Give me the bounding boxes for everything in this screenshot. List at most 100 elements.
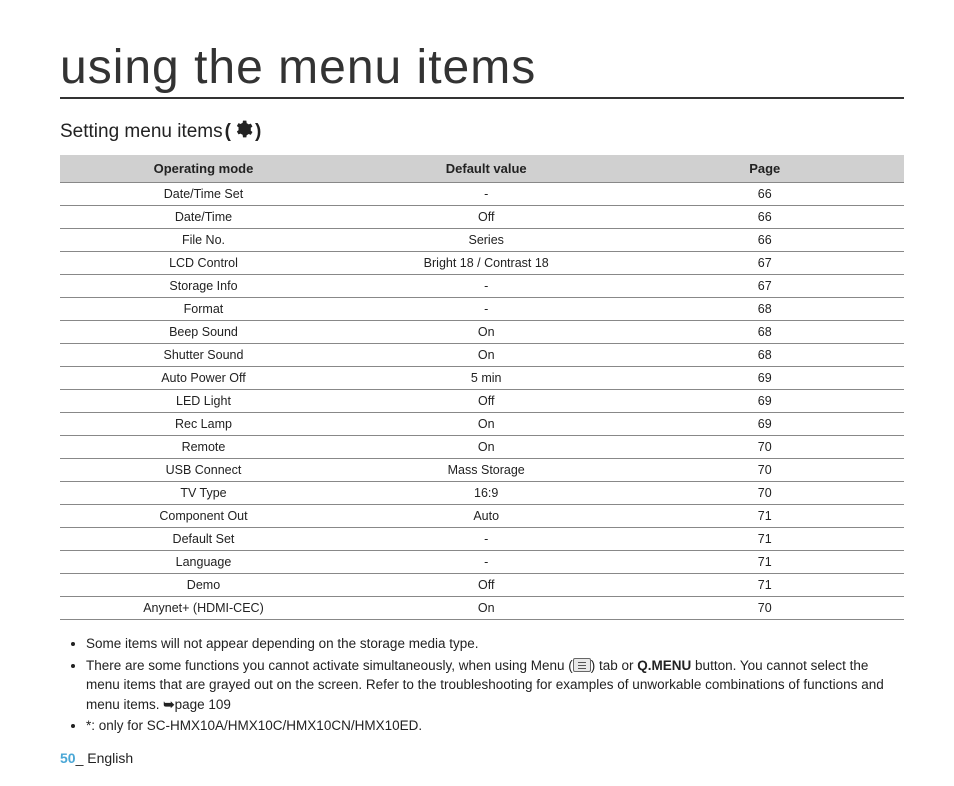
table-header-row: Operating mode Default value Page <box>60 155 904 183</box>
cell-operating-mode: USB Connect <box>60 459 347 482</box>
menu-tab-icon <box>573 658 591 672</box>
cell-operating-mode: Date/Time <box>60 206 347 229</box>
note-text: There are some functions you cannot acti… <box>86 658 573 673</box>
table-row: Date/Time Set-66 <box>60 183 904 206</box>
cell-operating-mode: Anynet+ (HDMI-CEC) <box>60 597 347 620</box>
note-page-ref: page 109 <box>175 697 231 712</box>
paren-open: ( <box>225 121 231 143</box>
table-row: USB ConnectMass Storage70 <box>60 459 904 482</box>
cell-default-value: On <box>347 321 626 344</box>
cell-page: 70 <box>625 436 904 459</box>
cell-default-value: On <box>347 344 626 367</box>
table-row: RemoteOn70 <box>60 436 904 459</box>
cell-page: 66 <box>625 229 904 252</box>
table-row: Language-71 <box>60 551 904 574</box>
table-row: LED LightOff69 <box>60 390 904 413</box>
page-footer: 50_ English <box>60 750 904 766</box>
cell-page: 71 <box>625 505 904 528</box>
col-page: Page <box>625 155 904 183</box>
subtitle-text: Setting menu items <box>60 121 223 143</box>
cell-operating-mode: LED Light <box>60 390 347 413</box>
cell-operating-mode: Format <box>60 298 347 321</box>
cell-default-value: - <box>347 275 626 298</box>
cell-page: 69 <box>625 413 904 436</box>
cell-page: 68 <box>625 298 904 321</box>
footer-language: English <box>87 750 133 766</box>
cell-default-value: - <box>347 298 626 321</box>
table-row: File No.Series66 <box>60 229 904 252</box>
note-item: There are some functions you cannot acti… <box>86 656 904 715</box>
cell-default-value: 16:9 <box>347 482 626 505</box>
cell-operating-mode: Language <box>60 551 347 574</box>
cell-page: 69 <box>625 390 904 413</box>
notes-list: Some items will not appear depending on … <box>60 634 904 736</box>
cell-page: 69 <box>625 367 904 390</box>
cell-operating-mode: TV Type <box>60 482 347 505</box>
cell-page: 70 <box>625 597 904 620</box>
cell-operating-mode: Rec Lamp <box>60 413 347 436</box>
table-row: Format-68 <box>60 298 904 321</box>
gear-icon <box>233 119 253 145</box>
table-row: Default Set-71 <box>60 528 904 551</box>
cell-operating-mode: File No. <box>60 229 347 252</box>
cell-default-value: Off <box>347 206 626 229</box>
cell-operating-mode: Default Set <box>60 528 347 551</box>
cell-page: 68 <box>625 321 904 344</box>
cell-default-value: Series <box>347 229 626 252</box>
qmenu-label: Q.MENU <box>637 658 691 673</box>
section-subtitle: Setting menu items ( ) <box>60 119 904 145</box>
footer-sep: _ <box>76 750 88 766</box>
cell-operating-mode: Shutter Sound <box>60 344 347 367</box>
cell-page: 70 <box>625 482 904 505</box>
cell-default-value: Mass Storage <box>347 459 626 482</box>
table-row: Shutter SoundOn68 <box>60 344 904 367</box>
arrow-icon: ➥ <box>163 697 174 712</box>
table-row: Anynet+ (HDMI-CEC)On70 <box>60 597 904 620</box>
cell-operating-mode: Storage Info <box>60 275 347 298</box>
cell-page: 71 <box>625 574 904 597</box>
table-row: Beep SoundOn68 <box>60 321 904 344</box>
col-default-value: Default value <box>347 155 626 183</box>
cell-default-value: - <box>347 551 626 574</box>
table-row: TV Type16:970 <box>60 482 904 505</box>
table-row: Auto Power Off5 min69 <box>60 367 904 390</box>
cell-operating-mode: Demo <box>60 574 347 597</box>
cell-default-value: On <box>347 597 626 620</box>
cell-operating-mode: Component Out <box>60 505 347 528</box>
cell-default-value: Bright 18 / Contrast 18 <box>347 252 626 275</box>
cell-default-value: 5 min <box>347 367 626 390</box>
note-text: ) tab or <box>591 658 638 673</box>
cell-page: 67 <box>625 275 904 298</box>
cell-page: 66 <box>625 206 904 229</box>
cell-operating-mode: Auto Power Off <box>60 367 347 390</box>
cell-page: 70 <box>625 459 904 482</box>
col-operating-mode: Operating mode <box>60 155 347 183</box>
cell-default-value: Off <box>347 390 626 413</box>
table-row: Component OutAuto71 <box>60 505 904 528</box>
table-row: Rec LampOn69 <box>60 413 904 436</box>
cell-default-value: - <box>347 528 626 551</box>
cell-page: 68 <box>625 344 904 367</box>
cell-page: 71 <box>625 528 904 551</box>
cell-default-value: Auto <box>347 505 626 528</box>
cell-default-value: On <box>347 413 626 436</box>
note-item: *: only for SC-HMX10A/HMX10C/HMX10CN/HMX… <box>86 716 904 736</box>
paren-close: ) <box>255 121 261 143</box>
cell-operating-mode: Beep Sound <box>60 321 347 344</box>
page-number: 50 <box>60 750 76 766</box>
cell-default-value: - <box>347 183 626 206</box>
cell-page: 66 <box>625 183 904 206</box>
page-title: using the menu items <box>60 40 904 99</box>
cell-operating-mode: Remote <box>60 436 347 459</box>
cell-page: 67 <box>625 252 904 275</box>
table-row: DemoOff71 <box>60 574 904 597</box>
note-item: Some items will not appear depending on … <box>86 634 904 654</box>
cell-page: 71 <box>625 551 904 574</box>
settings-table: Operating mode Default value Page Date/T… <box>60 155 904 620</box>
cell-default-value: On <box>347 436 626 459</box>
cell-default-value: Off <box>347 574 626 597</box>
cell-operating-mode: Date/Time Set <box>60 183 347 206</box>
table-row: Date/TimeOff66 <box>60 206 904 229</box>
table-row: LCD ControlBright 18 / Contrast 1867 <box>60 252 904 275</box>
cell-operating-mode: LCD Control <box>60 252 347 275</box>
